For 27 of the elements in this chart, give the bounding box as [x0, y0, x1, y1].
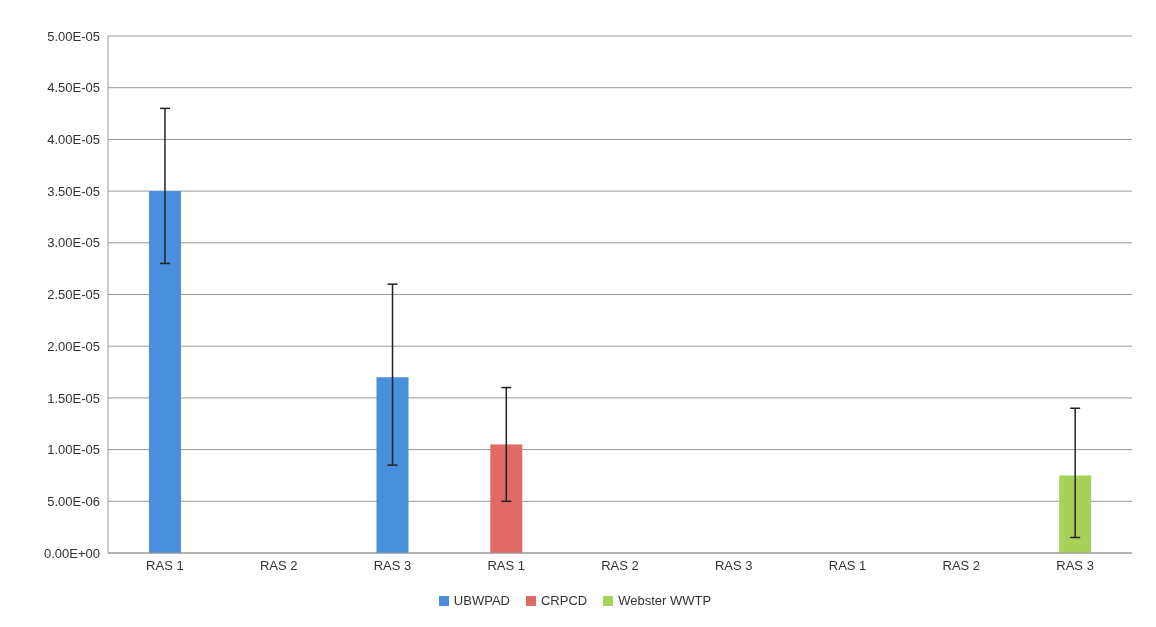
y-tick-label: 4.50E-05: [47, 80, 100, 96]
y-tick-label: 3.50E-05: [47, 183, 100, 199]
y-tick-label: 3.00E-05: [47, 235, 100, 251]
bar: [1059, 475, 1092, 553]
y-tick-label: 5.00E-05: [47, 28, 100, 44]
x-tick-label: RAS 2: [601, 558, 639, 574]
x-tick-label: RAS 3: [1056, 558, 1094, 574]
y-tick-label: 4.00E-05: [47, 132, 100, 148]
x-tick-label: RAS 1: [146, 558, 184, 574]
x-tick-label: RAS 3: [714, 558, 753, 574]
bar: [376, 377, 409, 553]
legend-label: UBWPAD: [452, 593, 510, 608]
legend-label: CRPCD: [539, 593, 588, 608]
y-tick-label: 1.50E-05: [47, 390, 100, 406]
x-tick-label: RAS 2: [259, 558, 298, 574]
y-tick-label: 2.50E-05: [47, 287, 100, 303]
x-tick-label: RAS 2: [942, 558, 981, 574]
y-tick-label: 1.00E-05: [47, 442, 100, 458]
bar: [490, 444, 523, 553]
legend-label: Webster WWTP: [617, 593, 712, 608]
y-tick-label: 2.00E-05: [47, 338, 100, 354]
bar: [148, 191, 181, 553]
x-tick-label: RAS 1: [487, 558, 526, 574]
x-tick-label: RAS 1: [828, 558, 867, 574]
y-tick-label: 5.00E-06: [47, 493, 100, 509]
y-tick-label: 0.00E+00: [43, 545, 100, 561]
x-tick-label: RAS 3: [373, 558, 412, 574]
